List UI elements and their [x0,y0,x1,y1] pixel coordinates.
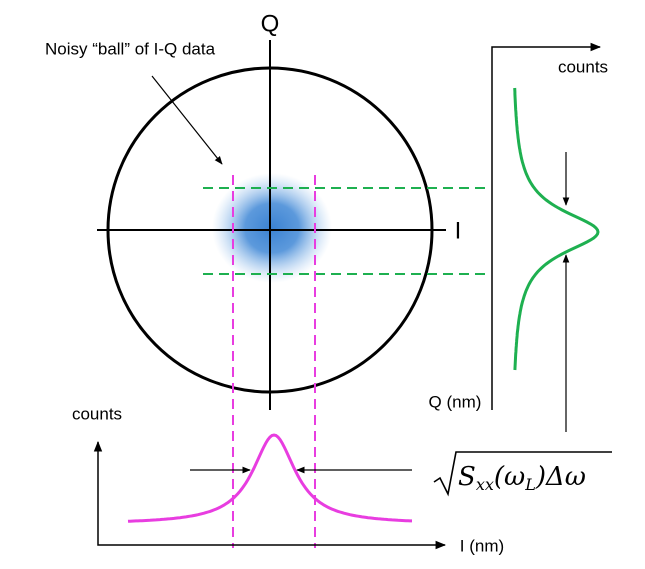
bottom-axes [93,440,447,550]
formula-part: xx [476,475,494,494]
noise-ball [212,173,332,283]
right-y-label: counts [558,57,608,76]
i-label: I [455,217,462,244]
formula-part: )Δω [535,462,586,492]
bottom-y-label: counts [72,404,122,423]
formula-part: S [458,462,476,492]
bottom-x-label: I (nm) [460,536,504,555]
sqrt-sign [433,451,612,497]
right-axes [491,42,602,410]
right-x-label: Q (nm) [429,392,482,411]
annotation: Noisy “ball” of I-Q data [45,39,216,58]
q-label: Q [261,10,280,37]
formula-part: L [524,475,536,494]
i-distribution [127,433,412,523]
annotation-arrow [151,75,223,165]
q-distribution [513,87,600,371]
formula-part: (ω [494,462,525,492]
formula: Sxx(ωL)Δω [458,462,586,494]
